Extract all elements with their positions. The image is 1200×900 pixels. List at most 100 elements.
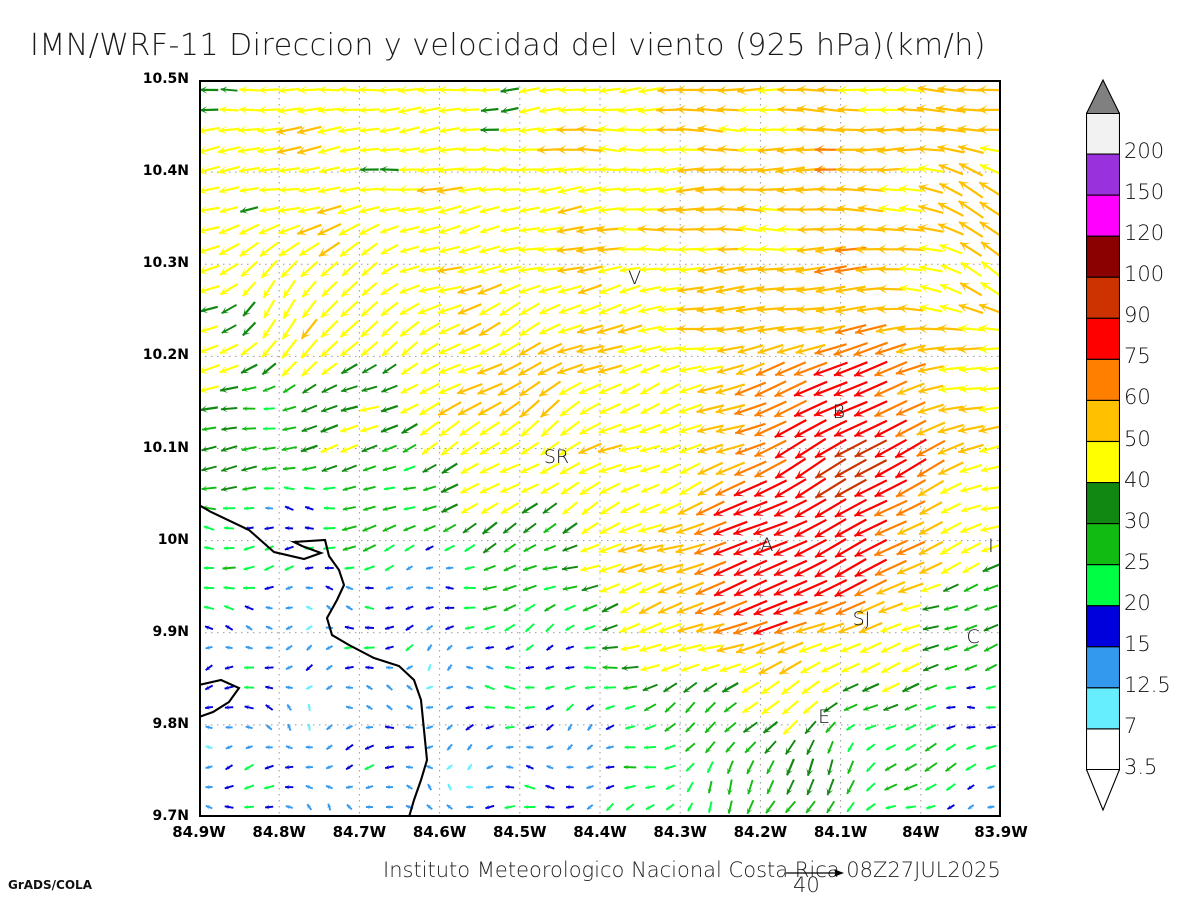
wind-vector xyxy=(816,622,845,634)
wind-vector xyxy=(478,321,501,337)
wind-vector xyxy=(797,324,825,335)
wind-vector xyxy=(918,384,944,395)
wind-vector xyxy=(773,600,808,616)
colorbar[interactable] xyxy=(1086,77,1120,814)
wind-vector xyxy=(966,744,976,750)
wind-vector xyxy=(895,362,927,376)
wind-vector xyxy=(239,85,259,94)
wind-vector xyxy=(224,685,234,690)
wind-vector xyxy=(687,802,694,812)
wind-vector xyxy=(696,324,724,335)
wind-vector xyxy=(778,660,802,675)
wind-vector xyxy=(959,384,983,394)
footer-institution: Instituto Meteorologico Nacional Costa R… xyxy=(383,858,1001,882)
wind-vector xyxy=(540,419,560,438)
wind-vector xyxy=(717,344,744,355)
wind-vector xyxy=(458,420,481,437)
wind-vector xyxy=(345,685,353,690)
wind-vector xyxy=(383,486,396,491)
wind-vector xyxy=(441,462,458,475)
wind-vector xyxy=(545,665,555,670)
wind-vector xyxy=(586,764,594,770)
wind-vector xyxy=(345,784,353,790)
wind-vector xyxy=(422,463,437,474)
wind-vector xyxy=(761,700,780,715)
wind-vector xyxy=(406,565,413,571)
wind-vector xyxy=(805,800,816,814)
wind-vector xyxy=(937,144,965,154)
wind-vector xyxy=(766,779,775,795)
wind-vector xyxy=(660,463,681,474)
wind-vector xyxy=(639,444,661,454)
wind-vector xyxy=(697,461,724,476)
wind-vector xyxy=(418,145,442,155)
wind-vector xyxy=(715,461,746,476)
wind-vector xyxy=(599,521,621,535)
wind-vector xyxy=(296,145,322,156)
wind-vector xyxy=(884,783,898,791)
wind-vector xyxy=(584,625,596,631)
wind-vector xyxy=(345,585,354,591)
wind-vector xyxy=(726,779,734,795)
wind-vector xyxy=(363,565,375,571)
wind-vector xyxy=(918,263,943,274)
wind-vector xyxy=(559,420,580,437)
wind-vector xyxy=(380,243,399,255)
wind-vector xyxy=(338,222,361,236)
x-axis-tick-label: 84.6W xyxy=(412,823,467,841)
wind-vector xyxy=(598,542,622,554)
wind-vector xyxy=(676,562,705,575)
y-axis-tick-label: 10.2N xyxy=(142,347,189,364)
wind-vector xyxy=(713,520,748,536)
wind-vector xyxy=(259,241,280,258)
wind-vector xyxy=(902,682,920,693)
wind-vector xyxy=(715,403,746,415)
wind-vector xyxy=(834,538,867,559)
wind-vector xyxy=(341,525,357,532)
wind-vector xyxy=(437,264,463,275)
wind-vector xyxy=(576,245,604,255)
wind-vector xyxy=(773,559,808,577)
wind-vector xyxy=(742,721,758,734)
wind-vector xyxy=(813,419,848,438)
wind-vector xyxy=(725,741,736,753)
wind-vector xyxy=(794,457,827,480)
wind-vector xyxy=(963,583,979,593)
wind-vector xyxy=(218,224,240,235)
wind-vector xyxy=(939,482,962,495)
wind-vector xyxy=(859,641,882,654)
wind-vector xyxy=(304,505,314,511)
wind-vector xyxy=(542,565,558,572)
wind-vector xyxy=(519,302,540,316)
wind-vector xyxy=(263,406,275,412)
wind-vector xyxy=(457,284,483,295)
map-plot-area[interactable] xyxy=(199,80,1001,817)
wind-vector xyxy=(618,522,642,534)
wind-vector xyxy=(385,665,394,671)
wind-vector xyxy=(924,742,937,752)
wind-vector xyxy=(793,361,828,377)
wind-vector xyxy=(382,505,397,512)
wind-vector xyxy=(361,261,378,277)
wind-vector xyxy=(345,764,354,771)
colorbar-tick-label: 200 xyxy=(1124,139,1165,164)
wind-vector xyxy=(707,780,713,794)
wind-vector xyxy=(957,424,984,435)
wind-vector xyxy=(281,360,298,377)
wind-vector xyxy=(565,624,575,632)
wind-vector xyxy=(806,778,815,796)
wind-vector xyxy=(813,579,848,597)
wind-vector xyxy=(199,244,221,255)
wind-vector xyxy=(464,544,476,553)
wind-vector xyxy=(697,124,723,135)
wind-vector xyxy=(497,361,522,376)
wind-vector xyxy=(460,502,479,515)
reference-vector-arrow xyxy=(786,869,844,877)
wind-vector xyxy=(896,382,925,396)
wind-vector xyxy=(738,661,762,674)
wind-vector xyxy=(498,245,521,255)
wind-vector xyxy=(439,420,461,437)
wind-vector xyxy=(545,784,555,790)
wind-vector xyxy=(753,520,788,536)
wind-vector xyxy=(305,684,313,690)
